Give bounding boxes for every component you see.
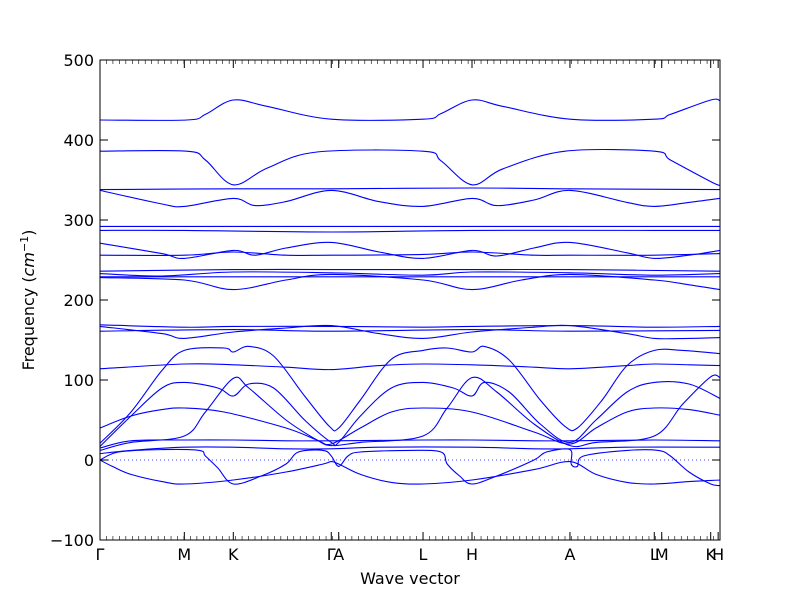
y-tick-label: 100 bbox=[63, 371, 94, 390]
hs-label-1: Γ bbox=[96, 545, 105, 564]
hs-label-2: M bbox=[177, 545, 191, 564]
band-12 bbox=[99, 273, 721, 291]
x-axis-label: Wave vector bbox=[360, 569, 460, 588]
y-axis-label: Frequency (cm−1) bbox=[18, 230, 38, 371]
band-8 bbox=[99, 251, 721, 256]
y-tick-label: 300 bbox=[63, 211, 94, 230]
band-4 bbox=[99, 189, 721, 208]
band-18 bbox=[99, 381, 721, 447]
band-13 bbox=[99, 324, 721, 328]
band-3 bbox=[99, 187, 721, 191]
hs-label-8: A bbox=[564, 545, 575, 564]
band-16 bbox=[99, 363, 721, 371]
band-1 bbox=[99, 98, 721, 121]
x-tick-labels: Γ M K ΓA L H A LM KH bbox=[96, 545, 725, 564]
band-10 bbox=[99, 271, 721, 277]
y-axis-ticks: −100 0 100 200 300 400 500 bbox=[50, 51, 720, 550]
hs-label-9: L bbox=[650, 545, 659, 564]
hs-label-10: M bbox=[655, 545, 669, 564]
band-6 bbox=[99, 229, 720, 233]
y-tick-label: 200 bbox=[63, 291, 94, 310]
plot-frame bbox=[99, 59, 721, 541]
hs-label-12: H bbox=[712, 545, 724, 564]
band-19 bbox=[99, 407, 721, 446]
hs-label-4: Γ bbox=[327, 545, 336, 564]
band-23 bbox=[99, 459, 721, 485]
plot-background bbox=[100, 60, 720, 540]
band-17 bbox=[99, 345, 721, 444]
hs-label-6: L bbox=[419, 545, 428, 564]
band-24 bbox=[99, 448, 721, 487]
band-9 bbox=[99, 268, 721, 272]
hs-label-11: K bbox=[705, 545, 716, 564]
y-tick-label: 400 bbox=[63, 131, 94, 150]
hs-label-3: K bbox=[228, 545, 239, 564]
band-2 bbox=[99, 148, 721, 187]
band-15 bbox=[99, 329, 721, 332]
hs-label-5: A bbox=[333, 545, 344, 564]
band-21 bbox=[99, 439, 721, 449]
phonon-bands bbox=[99, 98, 721, 487]
y-tick-label: 500 bbox=[63, 51, 94, 70]
y-tick-label: −100 bbox=[50, 531, 94, 550]
y-tick-label: 0 bbox=[84, 451, 94, 470]
band-22 bbox=[99, 446, 721, 455]
hs-label-7: H bbox=[466, 545, 478, 564]
band-14 bbox=[99, 324, 721, 340]
